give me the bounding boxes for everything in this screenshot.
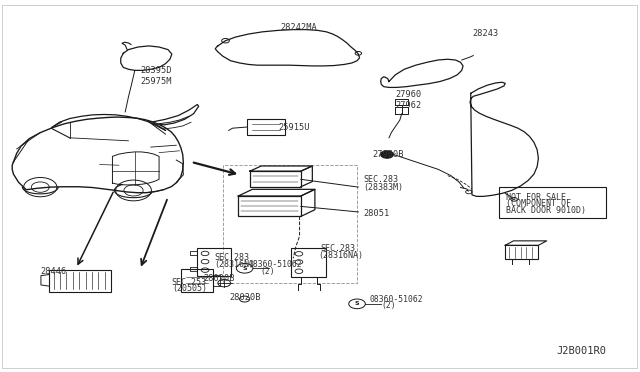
Text: SEC.283: SEC.283 <box>364 175 399 184</box>
Text: (20505): (20505) <box>172 285 207 294</box>
Text: (COMPONENT OF: (COMPONENT OF <box>506 199 572 208</box>
Text: S: S <box>355 301 359 307</box>
Circle shape <box>381 151 394 158</box>
Text: 25975M: 25975M <box>140 77 172 86</box>
Text: J2B001R0: J2B001R0 <box>556 346 606 356</box>
Text: 25915U: 25915U <box>278 123 310 132</box>
Bar <box>505 245 538 259</box>
Text: NOT FOR SALE: NOT FOR SALE <box>506 193 566 202</box>
Text: 27960: 27960 <box>396 90 422 99</box>
Text: (2): (2) <box>260 267 275 276</box>
Bar <box>238 196 301 217</box>
Text: SEC.253: SEC.253 <box>172 278 207 287</box>
Bar <box>49 270 111 292</box>
Bar <box>180 269 212 292</box>
Bar <box>499 187 606 218</box>
Text: S: S <box>243 266 247 271</box>
Text: 28243: 28243 <box>472 29 498 38</box>
Text: 28242MA: 28242MA <box>280 23 317 32</box>
Text: 28051: 28051 <box>364 208 390 218</box>
Text: 28020B: 28020B <box>204 275 236 283</box>
Bar <box>197 248 230 276</box>
Text: (28316NA): (28316NA) <box>319 251 364 260</box>
Bar <box>250 171 301 187</box>
Text: (28383M): (28383M) <box>363 183 403 192</box>
Text: 28395D: 28395D <box>140 66 172 75</box>
Text: 08360-51062: 08360-51062 <box>370 295 424 304</box>
Bar <box>212 275 220 286</box>
Bar <box>246 119 285 135</box>
Text: SEC.283: SEC.283 <box>214 253 250 262</box>
Text: SEC.283: SEC.283 <box>320 244 355 253</box>
Bar <box>291 248 326 277</box>
Text: 08360-51062: 08360-51062 <box>248 260 302 269</box>
Text: 27962: 27962 <box>396 101 422 110</box>
Text: BACK DOOR 9010D): BACK DOOR 9010D) <box>506 206 586 215</box>
Text: 28020B: 28020B <box>229 293 261 302</box>
Text: (2): (2) <box>381 301 396 310</box>
Text: 27960B: 27960B <box>372 150 404 159</box>
Text: (28316N): (28316N) <box>214 260 255 269</box>
Text: 28446: 28446 <box>40 267 67 276</box>
